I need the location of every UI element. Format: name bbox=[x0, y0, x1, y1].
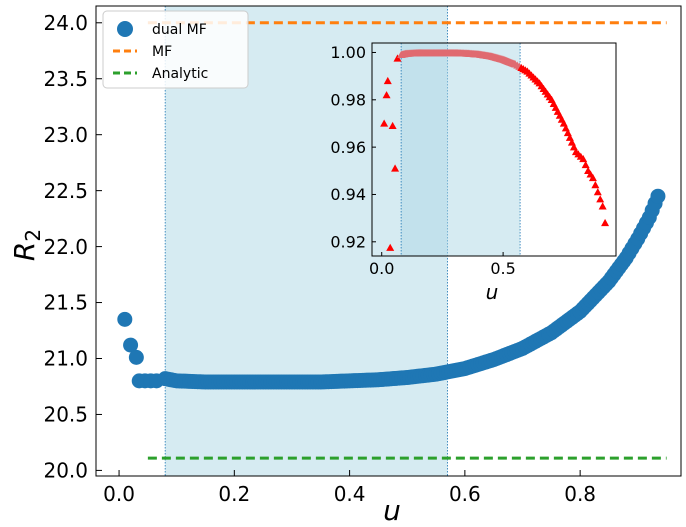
legend: dual MF MF Analytic bbox=[102, 10, 249, 89]
x-tick-label: 0.2 bbox=[218, 482, 250, 506]
y-tick-label: 24.0 bbox=[43, 11, 88, 35]
main-series-layer bbox=[117, 21, 667, 460]
data-point bbox=[593, 188, 602, 196]
y-tick-label: 1.00 bbox=[330, 43, 366, 62]
data-point bbox=[650, 188, 666, 204]
inset-series-layer bbox=[380, 48, 610, 251]
y-tick-label: 23.5 bbox=[43, 67, 88, 91]
data-point bbox=[386, 243, 395, 251]
y-tick-label: 21.5 bbox=[43, 291, 88, 315]
x-tick-label: 0.0 bbox=[103, 482, 135, 506]
inset-axes-frame bbox=[371, 42, 617, 257]
y-tick-label: 0.92 bbox=[330, 233, 366, 252]
y-axis-label: R2 bbox=[8, 229, 45, 261]
legend-label-dual-mf: dual MF bbox=[152, 22, 207, 38]
y-tick-label: 21.0 bbox=[43, 347, 88, 371]
legend-marker-dual-mf bbox=[117, 21, 133, 37]
main-plot: 0.0 0.2 0.4 0.6 0.8 20.0 20.5 21.0 21.5 22.0 22.5 2… bbox=[8, 5, 682, 527]
main-ticks: 0.0 0.2 0.4 0.6 0.8 20.0 20.5 21.0 21.5 22.0 22.5 2… bbox=[43, 11, 596, 506]
data-point bbox=[588, 173, 597, 182]
legend-box bbox=[102, 10, 249, 89]
x-tick-label: 0.6 bbox=[449, 482, 481, 506]
y-tick-label: 20.0 bbox=[43, 459, 88, 483]
data-point bbox=[388, 121, 397, 130]
x-tick-label: 0.5 bbox=[490, 259, 515, 278]
inset-shaded-region bbox=[401, 43, 521, 256]
data-point bbox=[581, 160, 590, 169]
y-tick-label: 0.98 bbox=[330, 91, 366, 110]
x-tick-label: 0.8 bbox=[564, 482, 596, 506]
data-point bbox=[596, 195, 605, 203]
data-point bbox=[383, 76, 392, 85]
x-axis-label: u bbox=[383, 494, 401, 527]
y-tick-label: 20.5 bbox=[43, 403, 88, 427]
data-point bbox=[601, 218, 610, 227]
data-point bbox=[391, 164, 400, 172]
inset-ticks: 0.0 0.5 0.92 0.94 0.96 0.98 1.00 bbox=[330, 43, 515, 278]
data-point bbox=[579, 154, 588, 163]
x-tick-label: 0.4 bbox=[334, 482, 366, 506]
legend-label-analytic: Analytic bbox=[152, 66, 208, 82]
data-point bbox=[598, 202, 607, 210]
y-tick-label: 23.0 bbox=[43, 123, 88, 147]
x-tick-label: 0.0 bbox=[369, 259, 394, 278]
legend-label-mf: MF bbox=[152, 44, 172, 60]
data-point bbox=[128, 349, 144, 365]
y-tick-label: 22.5 bbox=[43, 179, 88, 203]
y-tick-label: 0.94 bbox=[330, 185, 366, 204]
data-point bbox=[380, 119, 389, 127]
y-tick-label: 0.96 bbox=[330, 138, 366, 157]
inset-x-axis-label: u bbox=[486, 280, 499, 304]
inset-plot: 0.0 0.5 0.92 0.94 0.96 0.98 1.00 u bbox=[330, 42, 617, 304]
main-axes-frame bbox=[95, 5, 682, 477]
data-point bbox=[117, 311, 133, 327]
data-point bbox=[382, 91, 391, 99]
data-point bbox=[591, 181, 600, 189]
y-tick-label: 22.0 bbox=[43, 235, 88, 259]
data-point bbox=[123, 337, 139, 353]
